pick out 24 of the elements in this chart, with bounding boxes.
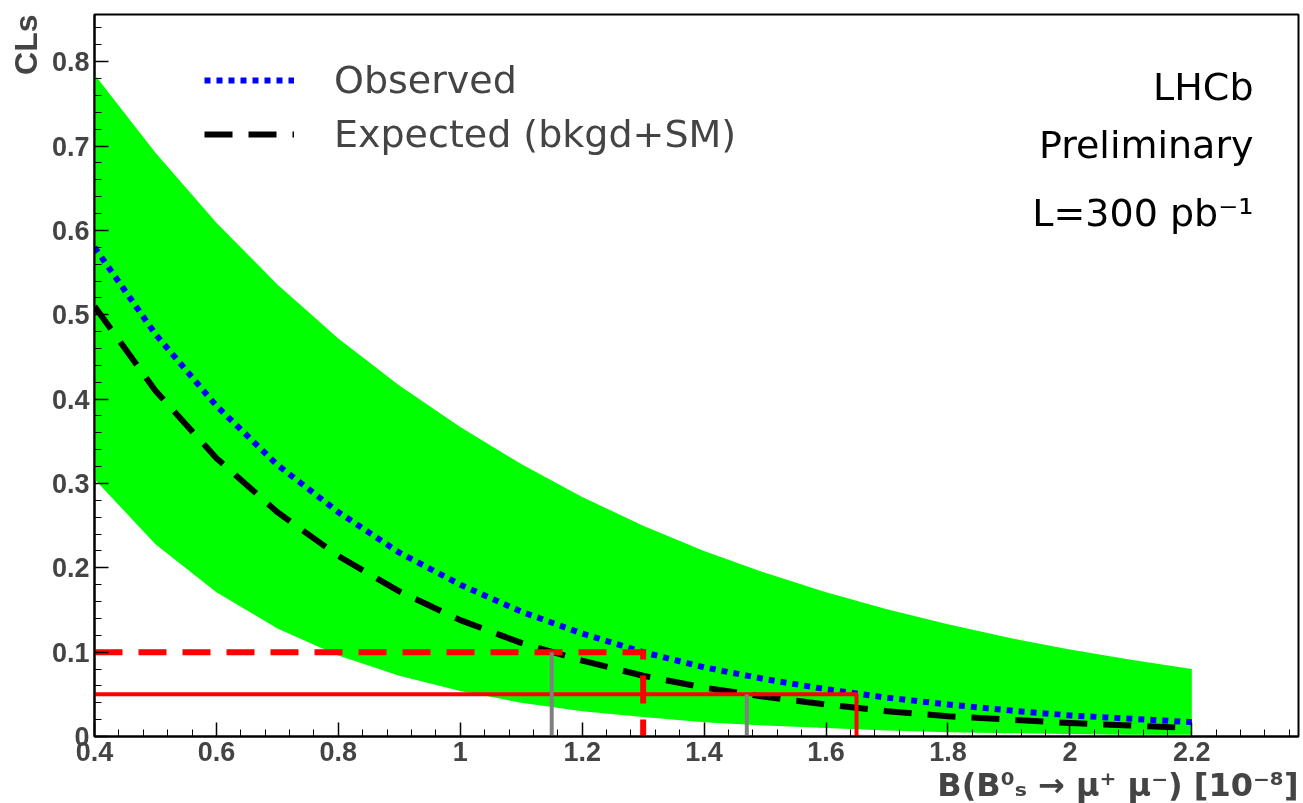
x-tick-label: 1.6 (807, 736, 845, 767)
annotation: L=300 pb⁻¹ (1032, 190, 1254, 235)
x-tick-label: 0.8 (319, 736, 358, 767)
y-tick-label: 0.2 (51, 553, 90, 584)
y-axis-title: CLs (7, 14, 44, 75)
x-tick-label: 1 (452, 736, 468, 767)
y-tick-label: 0.5 (51, 300, 90, 331)
x-axis-title: B(B⁰ₛ → μ⁺ μ⁻) [10⁻⁸] (937, 765, 1299, 803)
y-tick-label: 0.8 (51, 47, 90, 78)
x-tick-label: 0.6 (197, 736, 236, 767)
legend-label: Observed (334, 58, 517, 102)
annotation: Preliminary (1038, 122, 1254, 167)
y-tick-label: 0.3 (51, 468, 90, 499)
y-tick-label: 0.4 (51, 384, 90, 415)
x-tick-label: 2.2 (1173, 736, 1211, 767)
x-tick-label: 2 (1062, 736, 1078, 767)
legend-label: Expected (bkgd+SM) (334, 112, 737, 156)
y-tick-label: 0.7 (51, 131, 90, 162)
x-tick-label: 1.8 (929, 736, 967, 767)
y-tick-label: 0.6 (51, 215, 90, 246)
annotation: LHCb (1153, 64, 1254, 109)
y-tick-label: 0.1 (51, 637, 90, 668)
x-tick-label: 1.4 (685, 736, 723, 767)
x-tick-label: 1.2 (563, 736, 601, 767)
